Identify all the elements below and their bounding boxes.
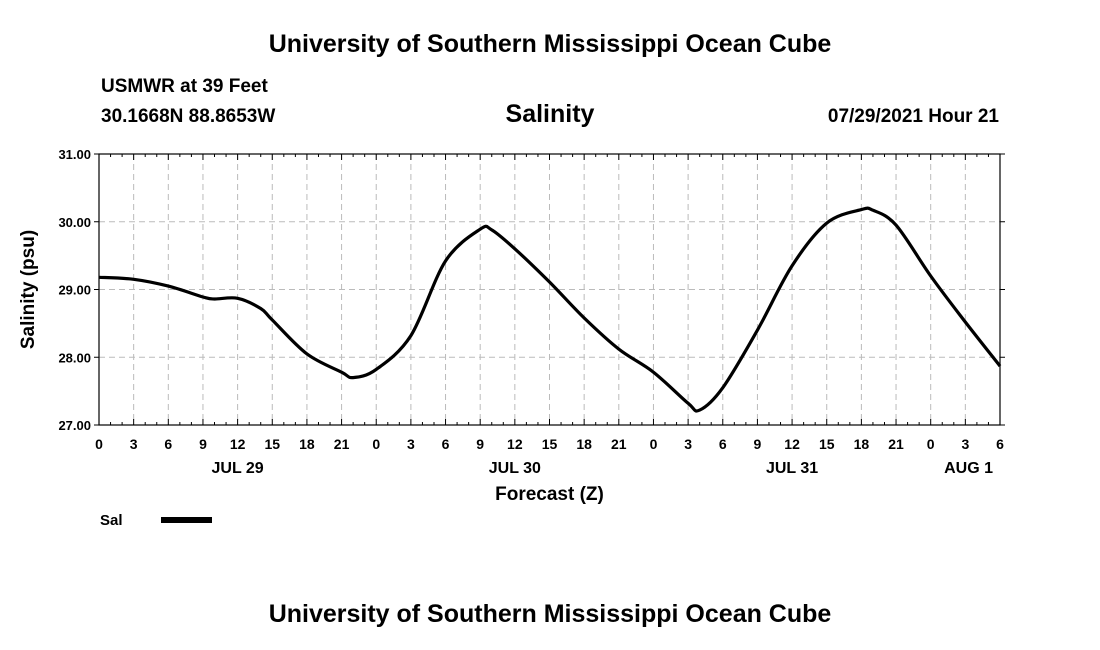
station-label: USMWR at 39 Feet: [101, 76, 268, 97]
x-tick-label: 3: [961, 436, 969, 452]
x-tick-label: 15: [264, 436, 280, 452]
x-tick-label: 0: [95, 436, 103, 452]
x-tick-label: 21: [611, 436, 627, 452]
page-title: University of Southern Mississippi Ocean…: [268, 30, 832, 58]
x-tick-label: 9: [476, 436, 484, 452]
x-tick-label: 6: [719, 436, 727, 452]
x-tick-label: 18: [299, 436, 315, 452]
station-coordinates: 30.1668N 88.8653W: [101, 106, 276, 127]
legend-label: Sal: [100, 512, 123, 529]
x-tick-label: 9: [754, 436, 762, 452]
x-tick-label: 15: [819, 436, 835, 452]
x-tick-label: 3: [130, 436, 138, 452]
chart-title: Salinity: [505, 100, 595, 128]
x-axis-title: Forecast (Z): [495, 484, 604, 505]
y-tick-label: 27.00: [58, 418, 91, 433]
x-tick-label: 6: [442, 436, 450, 452]
x-day-label: JUL 30: [489, 460, 541, 477]
x-tick-label: 6: [996, 436, 1004, 452]
x-day-label: AUG 1: [944, 460, 993, 477]
y-tick-label: 29.00: [58, 283, 91, 298]
x-tick-label: 3: [684, 436, 692, 452]
x-tick-label: 12: [784, 436, 800, 452]
x-tick-label: 18: [576, 436, 592, 452]
y-tick-label: 28.00: [58, 350, 91, 365]
x-tick-label: 21: [888, 436, 904, 452]
series-line-sal: [98, 206, 1002, 413]
x-tick-label: 3: [407, 436, 415, 452]
x-day-label: JUL 29: [212, 460, 264, 477]
plot-frame: [98, 153, 1001, 426]
x-tick-label: 6: [164, 436, 172, 452]
chart-timestamp: 07/29/2021 Hour 21: [827, 106, 999, 127]
y-tick-label: 30.00: [58, 215, 91, 230]
x-tick-label: 12: [230, 436, 246, 452]
x-tick-label: 18: [854, 436, 870, 452]
x-tick-label: 12: [507, 436, 523, 452]
x-tick-label: 0: [650, 436, 658, 452]
x-day-label: JUL 31: [766, 460, 818, 477]
x-tick-label: 9: [199, 436, 207, 452]
y-tick-label: 31.00: [58, 147, 91, 162]
x-tick-label: 15: [542, 436, 558, 452]
x-tick-label: 21: [334, 436, 350, 452]
x-tick-label: 0: [372, 436, 380, 452]
y-axis-title: Salinity (psu): [18, 230, 39, 349]
footer-title: University of Southern Mississippi Ocean…: [268, 600, 832, 628]
x-tick-label: 0: [927, 436, 935, 452]
